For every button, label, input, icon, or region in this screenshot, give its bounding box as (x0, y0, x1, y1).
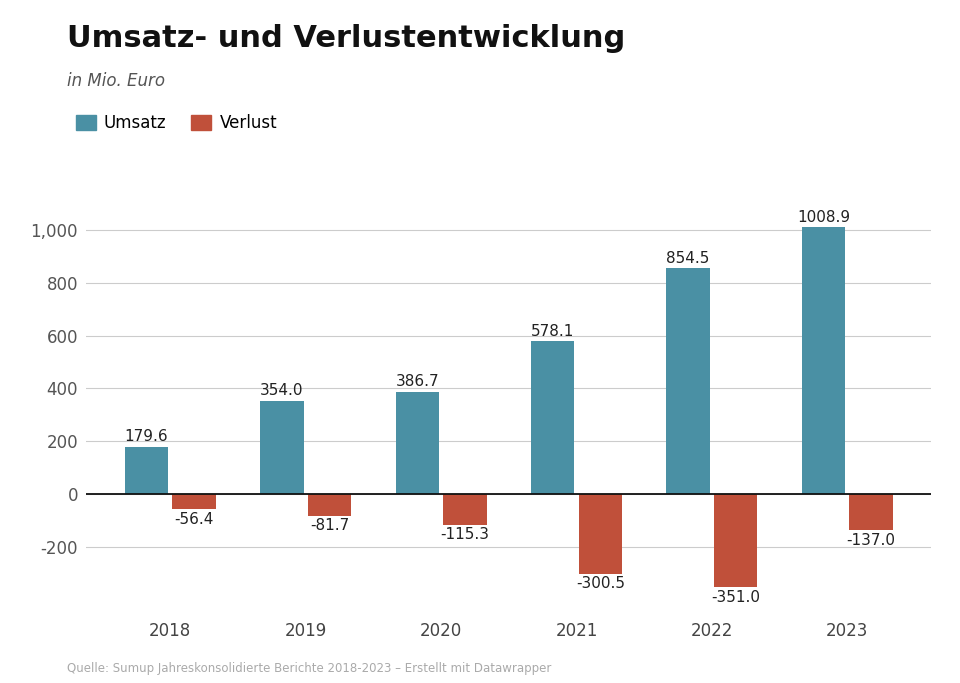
Text: in Mio. Euro: in Mio. Euro (67, 72, 165, 89)
Bar (579, 494, 622, 574)
Text: Quelle: Sumup Jahreskonsolidierte Berichte 2018-2023 – Erstellt mit Datawrapper: Quelle: Sumup Jahreskonsolidierte Berich… (67, 662, 552, 675)
Bar (714, 494, 757, 587)
Text: 578.1: 578.1 (531, 324, 574, 339)
Text: -56.4: -56.4 (175, 512, 214, 527)
Text: -81.7: -81.7 (310, 518, 349, 533)
Bar (666, 268, 709, 494)
Bar (308, 494, 351, 516)
Text: -137.0: -137.0 (847, 533, 896, 548)
Text: 1008.9: 1008.9 (797, 210, 850, 225)
Bar (850, 494, 893, 531)
Legend: Umsatz, Verlust: Umsatz, Verlust (76, 114, 277, 133)
Bar (444, 494, 487, 525)
Text: -115.3: -115.3 (441, 527, 490, 542)
Text: 354.0: 354.0 (260, 383, 303, 398)
Text: 386.7: 386.7 (396, 374, 439, 389)
Bar (531, 342, 574, 494)
Bar (802, 227, 845, 494)
Text: -300.5: -300.5 (576, 576, 625, 591)
Text: -351.0: -351.0 (711, 589, 760, 604)
Text: Umsatz- und Verlustentwicklung: Umsatz- und Verlustentwicklung (67, 24, 626, 53)
Text: 179.6: 179.6 (125, 429, 168, 444)
Bar (260, 401, 303, 494)
Text: 854.5: 854.5 (666, 251, 709, 266)
Bar (173, 494, 216, 509)
Bar (125, 447, 168, 494)
Bar (396, 392, 439, 494)
